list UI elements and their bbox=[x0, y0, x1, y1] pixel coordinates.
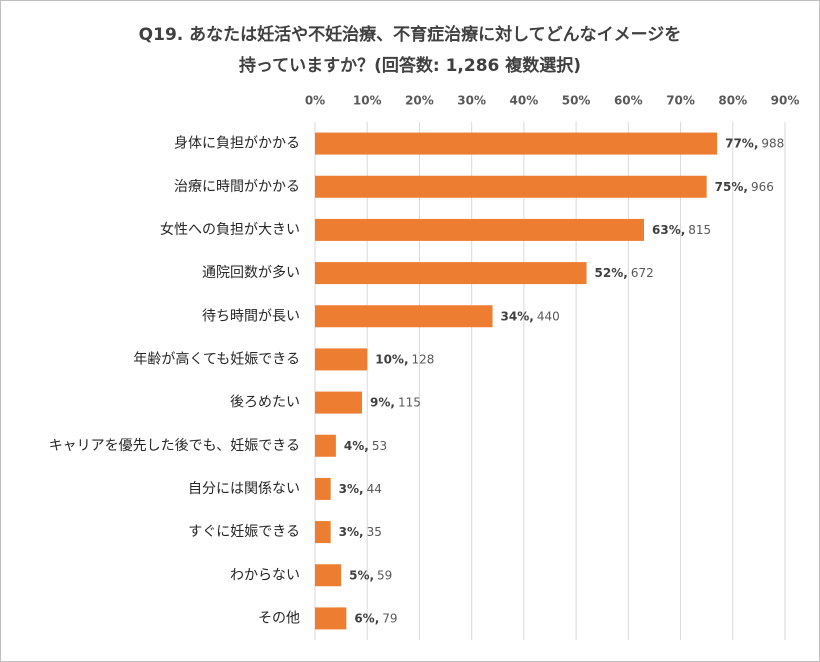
value-label: 6%, bbox=[354, 611, 379, 625]
bar bbox=[315, 218, 644, 241]
data-label: 3%, 44 bbox=[339, 481, 382, 495]
x-tick-label: 40% bbox=[510, 94, 539, 108]
chart-title: Q19. あなたは妊活や不妊治療、不育症治療に対してどんなイメージを bbox=[139, 24, 682, 45]
value-label: 77%, bbox=[725, 136, 758, 150]
x-tick-label: 90% bbox=[771, 94, 800, 108]
x-tick-label: 20% bbox=[405, 94, 434, 108]
count-label: 672 bbox=[631, 266, 654, 280]
y-tick-label: 自分には関係ない bbox=[188, 481, 300, 497]
y-tick-label: 女性への負担が大きい bbox=[160, 221, 300, 238]
y-tick-label: 年齢が高くても妊娠できる bbox=[133, 350, 300, 367]
count-label: 115 bbox=[398, 395, 421, 409]
x-tick-label: 60% bbox=[614, 94, 643, 108]
count-label: 440 bbox=[537, 309, 560, 323]
bar bbox=[315, 607, 347, 630]
data-label: 3%, 35 bbox=[339, 525, 382, 539]
y-tick-label: 待ち時間が長い bbox=[202, 308, 300, 324]
count-label: 815 bbox=[688, 222, 711, 236]
bar bbox=[315, 348, 368, 371]
bar bbox=[315, 434, 336, 457]
y-tick-label: その他 bbox=[258, 610, 300, 626]
data-label: 5%, 59 bbox=[349, 568, 392, 582]
value-label: 9%, bbox=[370, 395, 395, 409]
bar bbox=[315, 477, 331, 500]
x-tick-label: 10% bbox=[353, 94, 382, 108]
value-label: 4%, bbox=[344, 438, 369, 452]
data-label: 4%, 53 bbox=[344, 438, 387, 452]
value-label: 3%, bbox=[339, 525, 364, 539]
bar bbox=[315, 305, 493, 328]
y-tick-label: 通院回数が多い bbox=[202, 264, 300, 281]
count-label: 53 bbox=[372, 438, 387, 452]
bar bbox=[315, 564, 342, 587]
bar bbox=[315, 521, 331, 544]
count-label: 35 bbox=[367, 525, 382, 539]
count-label: 988 bbox=[761, 136, 784, 150]
value-label: 5%, bbox=[349, 568, 374, 582]
count-label: 59 bbox=[377, 568, 392, 582]
value-label: 10%, bbox=[375, 352, 408, 366]
x-tick-label: 50% bbox=[562, 94, 591, 108]
y-tick-label: 後ろめたい bbox=[230, 395, 300, 411]
bar bbox=[315, 175, 707, 198]
y-tick-label: 治療に時間がかかる bbox=[174, 178, 300, 195]
x-tick-label: 70% bbox=[666, 94, 695, 108]
data-label: 77%, 988 bbox=[725, 136, 784, 150]
count-label: 79 bbox=[382, 611, 397, 625]
value-label: 3%, bbox=[339, 481, 364, 495]
value-label: 63%, bbox=[652, 222, 685, 236]
bar bbox=[315, 262, 587, 285]
x-tick-label: 0% bbox=[305, 94, 325, 108]
count-label: 966 bbox=[751, 179, 774, 193]
value-label: 52%, bbox=[595, 266, 628, 280]
y-tick-label: キャリアを優先した後でも、妊娠できる bbox=[49, 438, 300, 454]
value-label: 75%, bbox=[715, 179, 748, 193]
x-tick-label: 80% bbox=[718, 94, 747, 108]
count-label: 44 bbox=[367, 481, 382, 495]
data-label: 52%, 672 bbox=[595, 266, 654, 280]
x-tick-label: 30% bbox=[457, 94, 486, 108]
count-label: 128 bbox=[412, 352, 435, 366]
data-label: 63%, 815 bbox=[652, 222, 711, 236]
value-label: 34%, bbox=[501, 309, 534, 323]
y-tick-label: わからない bbox=[230, 567, 300, 583]
y-tick-label: すぐに妊娠できる bbox=[188, 524, 300, 540]
data-label: 34%, 440 bbox=[501, 309, 560, 323]
data-label: 75%, 966 bbox=[715, 179, 774, 193]
bar bbox=[315, 132, 718, 155]
bar bbox=[315, 391, 362, 414]
chart-title: 持っていますか？(回答数: 1,286 複数選択) bbox=[239, 55, 581, 76]
data-label: 9%, 115 bbox=[370, 395, 421, 409]
data-label: 10%, 128 bbox=[375, 352, 434, 366]
data-label: 6%, 79 bbox=[354, 611, 397, 625]
y-tick-label: 身体に負担がかかる bbox=[174, 136, 300, 152]
